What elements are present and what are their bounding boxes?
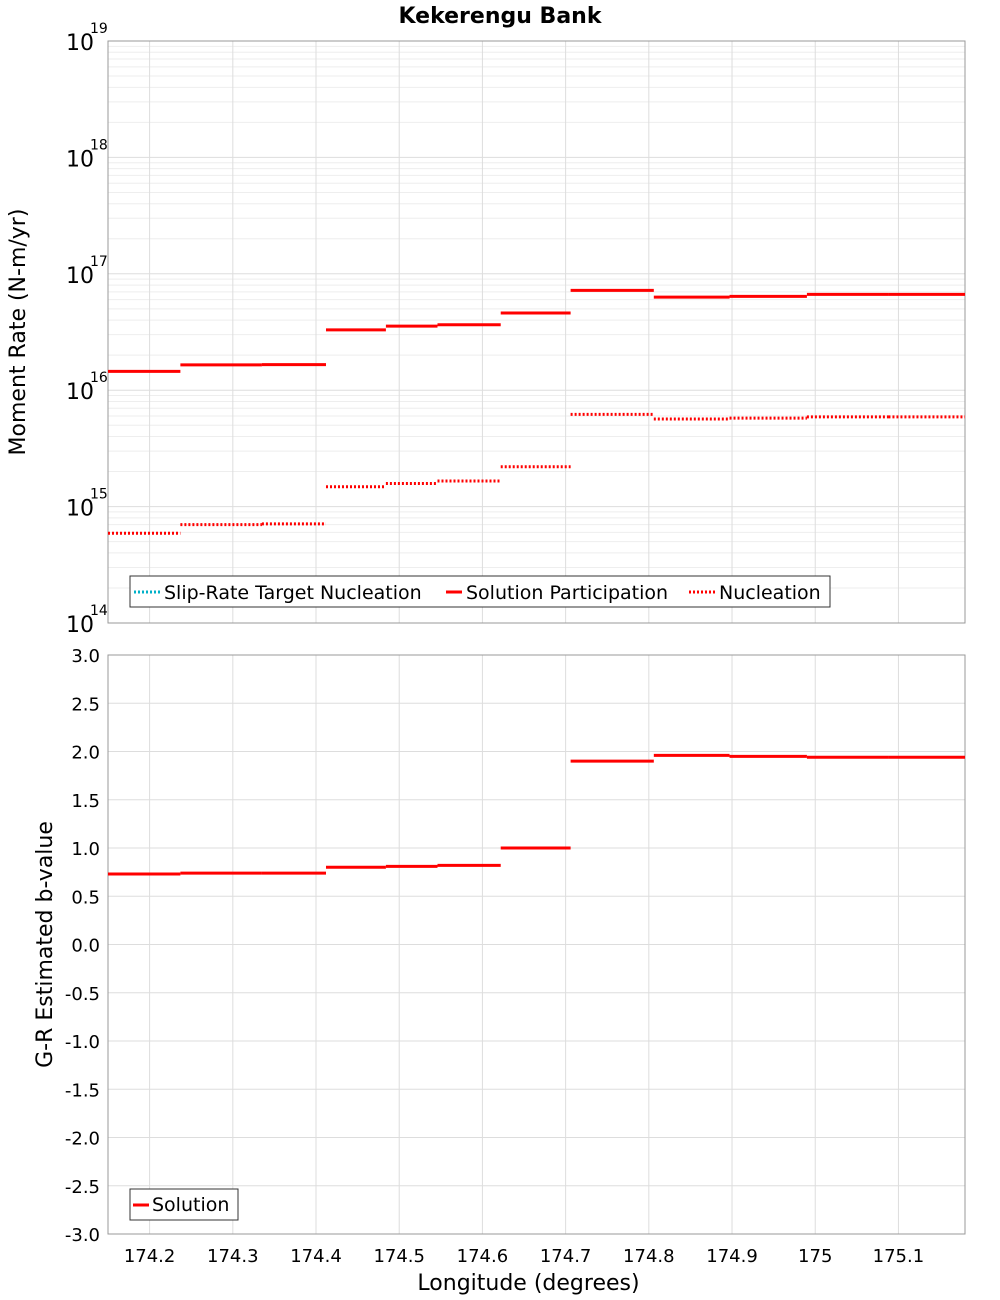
y-tick-label: 1.0 [71,839,100,860]
legend-label: Nucleation [719,582,821,604]
y-tick-exponent: 16 [90,370,108,386]
y-tick-label: -3.0 [65,1225,100,1246]
legend-label: Slip-Rate Target Nucleation [164,582,422,604]
y-axis-label: Moment Rate (N-m/yr) [6,209,31,456]
chart-title: Kekerengu Bank [399,4,603,29]
y-tick-label: 2.5 [71,694,100,715]
x-tick-label: 174.9 [706,1246,758,1267]
x-tick-label: 174.5 [373,1246,425,1267]
y-tick-base: 10 [66,147,94,172]
y-tick-exponent: 18 [90,137,108,153]
y-tick-label: -2.5 [65,1177,100,1198]
plot-frame [107,654,966,1235]
x-tick-label: 175 [798,1246,832,1267]
y-tick-exponent: 17 [90,254,108,270]
legend: Slip-Rate Target Nucleation Solution Part… [129,575,831,608]
y-tick-base: 10 [66,613,94,638]
y-tick-label: -1.0 [65,1032,100,1053]
b-value-plot: 174.2 174.3 174.4 174.5 174.6 174.7 174.8 174.9… [33,646,966,1296]
plot-frame [107,40,966,624]
y-axis-label: G-R Estimated b-value [33,821,58,1068]
y-tick-label: -0.5 [65,984,100,1005]
y-tick-label: 3.0 [71,646,100,667]
y-tick-label: -2.0 [65,1129,100,1150]
x-tick-label: 174.2 [124,1246,176,1267]
legend-label: Solution Participation [466,582,668,604]
y-tick-exponent: 14 [90,603,108,619]
legend: Solution [129,1188,239,1221]
x-tick-label: 174.6 [457,1246,509,1267]
x-axis-label: Longitude (degrees) [417,1271,639,1296]
y-tick-base: 10 [66,497,94,522]
x-tick-label: 174.4 [290,1246,342,1267]
y-tick-base: 10 [66,380,94,405]
y-tick-base: 10 [66,31,94,56]
y-tick-base: 10 [66,264,94,289]
y-tick-label: 2.0 [71,743,100,764]
legend-label: Solution [152,1194,229,1216]
x-tick-label: 174.3 [207,1246,259,1267]
y-tick-label: 0.5 [71,887,100,908]
y-tick-exponent: 15 [90,487,108,503]
x-tick-label: 174.8 [623,1246,675,1267]
y-tick-label: 1.5 [71,791,100,812]
x-tick-label: 175.1 [873,1246,925,1267]
x-tick-label: 174.7 [540,1246,592,1267]
y-tick-label: 0.0 [71,936,100,957]
y-tick-exponent: 19 [90,21,108,37]
y-tick-label: -1.5 [65,1080,100,1101]
